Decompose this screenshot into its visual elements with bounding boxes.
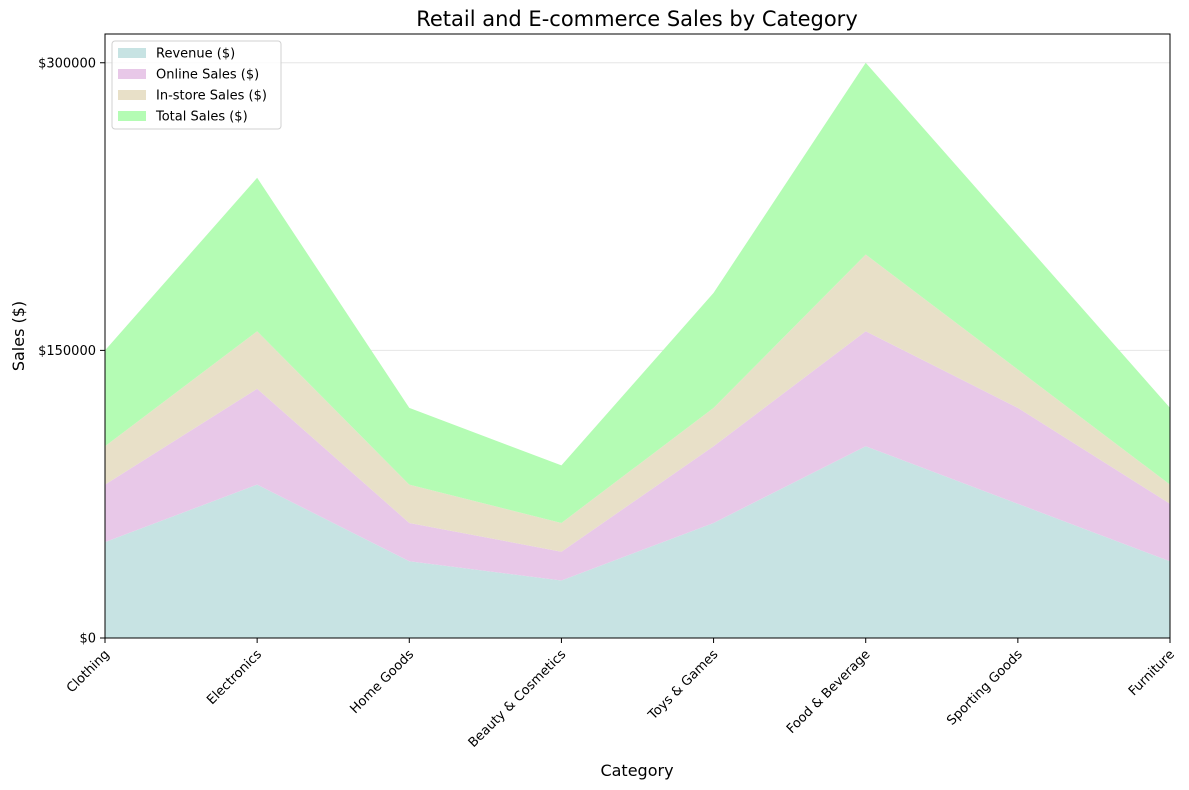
x-tick-label: Home Goods [347, 647, 417, 717]
x-tick-label: Toys & Games [645, 647, 722, 724]
area-series-4 [105, 62, 1170, 523]
area-series-2 [105, 331, 1170, 581]
x-tick-label: Food & Beverage [784, 647, 874, 737]
area-series-1 [105, 446, 1170, 638]
y-axis-ticks: $0 $150000 $300000 [38, 56, 105, 647]
legend-label: Total Sales ($) [155, 110, 248, 125]
x-tick-label: Furniture [1126, 647, 1178, 699]
x-tick-label: Electronics [204, 647, 265, 708]
y-tick-label: $0 [79, 632, 96, 647]
legend-swatch [118, 90, 146, 100]
area-series-3 [105, 254, 1170, 552]
legend-swatch [118, 111, 146, 121]
y-tick-label: $150000 [38, 344, 96, 359]
x-axis-label: Category [600, 761, 673, 780]
legend-label: Online Sales ($) [156, 68, 259, 83]
legend: Revenue ($) Online Sales ($) In-store Sale… [111, 40, 282, 130]
x-tick-label: Clothing [64, 647, 113, 696]
legend-frame [111, 40, 282, 130]
legend-swatch [118, 48, 146, 58]
plot-frame [104, 33, 1171, 639]
legend-label: In-store Sales ($) [156, 89, 267, 104]
chart-title: Retail and E-commerce Sales by Category [416, 7, 858, 31]
y-tick-label: $300000 [38, 56, 96, 71]
area-series-layer [105, 62, 1170, 638]
x-tick-label: Beauty & Cosmetics [466, 647, 570, 751]
x-axis-ticks: Clothing Electronics Home Goods Beauty & Co… [64, 638, 1178, 751]
y-axis-label: Sales ($) [9, 301, 28, 371]
legend-swatch [118, 69, 146, 79]
legend-label: Revenue ($) [156, 47, 235, 62]
x-tick-label: Sporting Goods [944, 647, 1026, 729]
